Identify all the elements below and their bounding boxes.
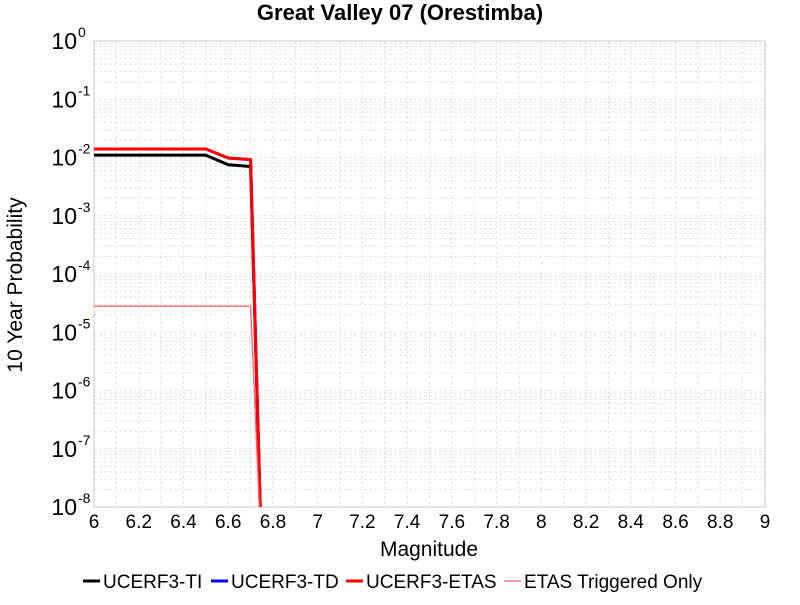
legend-label: UCERF3-ETAS — [366, 572, 497, 593]
x-tick-label: 7 — [312, 512, 323, 533]
y-tick-exponent: -7 — [78, 432, 91, 448]
legend-label: ETAS Triggered Only — [524, 572, 703, 593]
x-tick-label: 7.6 — [439, 512, 465, 533]
y-tick-label: 10 -2 — [51, 141, 90, 171]
legend-item: UCERF3-TI — [83, 572, 202, 593]
series-group — [94, 147, 262, 507]
y-tick-exponent: -2 — [78, 141, 91, 157]
y-tick-label: 10 -6 — [51, 374, 90, 404]
x-tick-labels: 6 6.2 6.4 6.6 6.8 7 7.2 7.4 7.6 7.8 8 8.2 8.4 8.6 8.8 9 — [89, 512, 771, 533]
x-tick-label: 8.6 — [662, 512, 688, 533]
y-tick-exponent: -4 — [78, 257, 91, 273]
y-tick-exponent: -6 — [78, 374, 91, 390]
y-tick-exponent: -1 — [78, 82, 91, 98]
y-tick-exponent: -3 — [78, 199, 91, 215]
y-tick-label: 10 0 — [51, 24, 86, 54]
legend-item: UCERF3-ETAS — [346, 572, 497, 593]
x-tick-label: 8 — [536, 512, 547, 533]
y-tick-base: 10 — [51, 145, 77, 171]
series-line — [94, 305, 260, 507]
y-tick-label: 10 -3 — [51, 199, 90, 229]
legend-item: UCERF3-TD — [211, 572, 339, 593]
x-tick-label: 6.8 — [260, 512, 286, 533]
legend: UCERF3-TI UCERF3-TD UCERF3-ETAS ETAS Trigge… — [83, 572, 703, 593]
plot-area-frame — [93, 40, 766, 508]
x-tick-label: 6.2 — [126, 512, 152, 533]
y-tick-base: 10 — [51, 494, 77, 520]
series-line — [94, 147, 262, 507]
y-tick-base: 10 — [51, 319, 77, 345]
grid — [93, 41, 766, 508]
series-line — [94, 153, 262, 507]
y-tick-label: 10 -7 — [51, 432, 90, 462]
legend-label: UCERF3-TI — [103, 572, 202, 593]
y-tick-base: 10 — [51, 436, 77, 462]
x-tick-label: 6.4 — [170, 512, 197, 533]
y-tick-label: 10 -8 — [51, 490, 90, 520]
x-tick-label: 8.8 — [707, 512, 733, 533]
y-tick-label: 10 -5 — [51, 315, 90, 345]
y-tick-base: 10 — [51, 203, 77, 229]
y-axis-label: 10 Year Probability — [4, 197, 27, 373]
x-tick-label: 7.4 — [394, 512, 421, 533]
x-tick-label: 6 — [89, 512, 100, 533]
y-tick-exponent: -8 — [78, 490, 91, 506]
x-tick-label: 7.8 — [483, 512, 509, 533]
series-line — [94, 147, 262, 507]
y-tick-base: 10 — [51, 378, 77, 404]
x-tick-label: 6.6 — [215, 512, 241, 533]
y-tick-label: 10 -4 — [51, 257, 90, 287]
y-tick-exponent: 0 — [78, 24, 86, 40]
x-tick-label: 9 — [760, 512, 771, 533]
x-tick-label: 7.2 — [349, 512, 375, 533]
x-tick-label: 8.2 — [573, 512, 599, 533]
y-tick-label: 10 -1 — [51, 82, 90, 112]
y-tick-base: 10 — [51, 86, 77, 112]
x-axis-label: Magnitude — [380, 538, 478, 561]
chart-title: Great Valley 07 (Orestimba) — [257, 0, 543, 25]
y-tick-base: 10 — [51, 261, 77, 287]
legend-label: UCERF3-TD — [231, 572, 339, 593]
legend-item: ETAS Triggered Only — [504, 572, 703, 593]
y-tick-exponent: -5 — [78, 315, 91, 331]
y-tick-base: 10 — [51, 28, 77, 54]
x-tick-label: 8.4 — [618, 512, 645, 533]
